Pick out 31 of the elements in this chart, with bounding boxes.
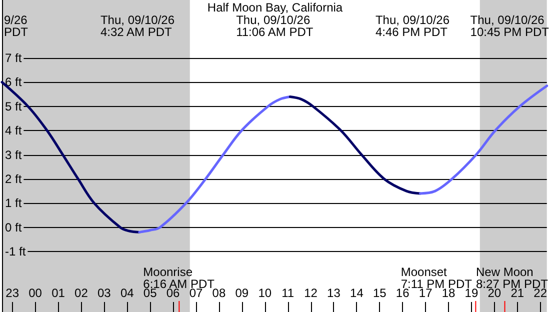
x-tick-label: 12 bbox=[304, 286, 318, 300]
x-tick-label: 18 bbox=[442, 286, 456, 300]
x-tick-label: 10 bbox=[258, 286, 272, 300]
y-tick-label: 0 ft bbox=[5, 220, 22, 234]
y-tick-label: 3 ft bbox=[5, 148, 22, 162]
x-tick-label: 13 bbox=[327, 286, 341, 300]
annotation: Thu, 09/10/26 4:32 AM PDT bbox=[100, 13, 175, 39]
x-tick-label: 14 bbox=[350, 286, 364, 300]
y-tick-label: 5 ft bbox=[5, 99, 22, 114]
y-tick-label: -1 ft bbox=[5, 244, 26, 259]
y-tick-label: 4 ft bbox=[5, 124, 22, 138]
x-tick-label: 23 bbox=[6, 286, 20, 300]
y-tick-label: 2 ft bbox=[5, 172, 22, 186]
x-tick-label: 00 bbox=[28, 286, 42, 300]
chart-title: Half Moon Bay, California bbox=[207, 0, 343, 14]
x-tick-label: 03 bbox=[97, 286, 112, 300]
x-tick-label: 09 bbox=[235, 286, 249, 300]
y-tick-label: 1 ft bbox=[5, 196, 22, 210]
x-tick-label: 15 bbox=[372, 286, 387, 300]
x-tick-label: 04 bbox=[120, 286, 134, 300]
x-tick-label: 08 bbox=[212, 286, 226, 300]
annotation: Thu, 09/10/26 10:45 PM PDT bbox=[470, 13, 550, 39]
annotation: Thu, 09/10/26 4:46 PM PDT bbox=[375, 13, 450, 39]
annotation: Thu, 09/10/26 11:06 AM PDT bbox=[236, 13, 314, 39]
x-tick-label: 02 bbox=[74, 286, 88, 300]
annotation: 9/26 PDT bbox=[4, 13, 29, 39]
x-tick-label: 01 bbox=[52, 286, 66, 300]
y-tick-label: 7 ft bbox=[5, 51, 22, 66]
y-tick-label: 6 ft bbox=[5, 75, 22, 90]
x-tick-label: 11 bbox=[282, 286, 294, 300]
x-tick-label: 19 bbox=[464, 286, 478, 300]
